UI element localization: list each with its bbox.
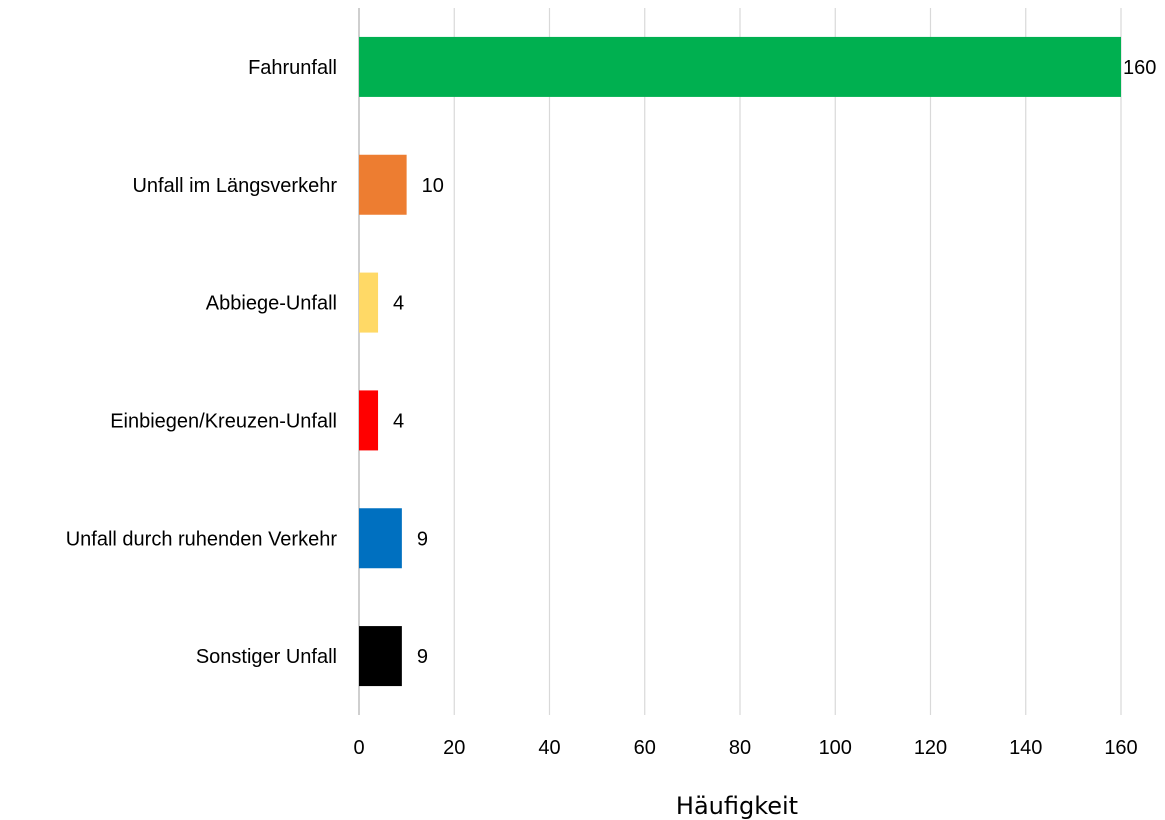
bar <box>359 272 379 333</box>
bars <box>359 36 1121 687</box>
bar <box>359 508 402 569</box>
category-label: Fahrunfall <box>248 57 337 79</box>
labels: 0 20 40 60 80 100 120 140 160 Fahrunfall 160 Unfall… <box>66 57 1157 759</box>
x-tick-label: 100 <box>819 737 852 759</box>
data-label: 160 <box>1123 57 1156 79</box>
bar <box>359 626 402 687</box>
bar <box>359 390 379 451</box>
data-label: 10 <box>422 175 444 197</box>
bar <box>359 36 1121 97</box>
data-label: 4 <box>393 410 404 432</box>
category-label: Sonstiger Unfall <box>196 646 337 668</box>
category-label: Unfall im Längsverkehr <box>132 175 337 197</box>
data-label: 9 <box>417 528 428 550</box>
category-label: Unfall durch ruhenden Verkehr <box>66 528 338 550</box>
bar <box>359 154 407 215</box>
x-axis-title: Häufigkeit <box>676 792 798 820</box>
x-tick-label: 20 <box>443 737 465 759</box>
x-tick-label: 40 <box>538 737 560 759</box>
data-label: 4 <box>393 293 404 315</box>
x-tick-label: 60 <box>634 737 656 759</box>
category-label: Abbiege-Unfall <box>206 293 337 315</box>
x-tick-label: 120 <box>914 737 947 759</box>
data-label: 9 <box>417 646 428 668</box>
x-tick-label: 160 <box>1104 737 1137 759</box>
x-tick-label: 80 <box>729 737 751 759</box>
x-tick-label: 140 <box>1009 737 1042 759</box>
x-tick-label: 0 <box>353 737 364 759</box>
category-label: Einbiegen/Kreuzen-Unfall <box>110 410 337 432</box>
gridlines <box>358 8 1122 715</box>
